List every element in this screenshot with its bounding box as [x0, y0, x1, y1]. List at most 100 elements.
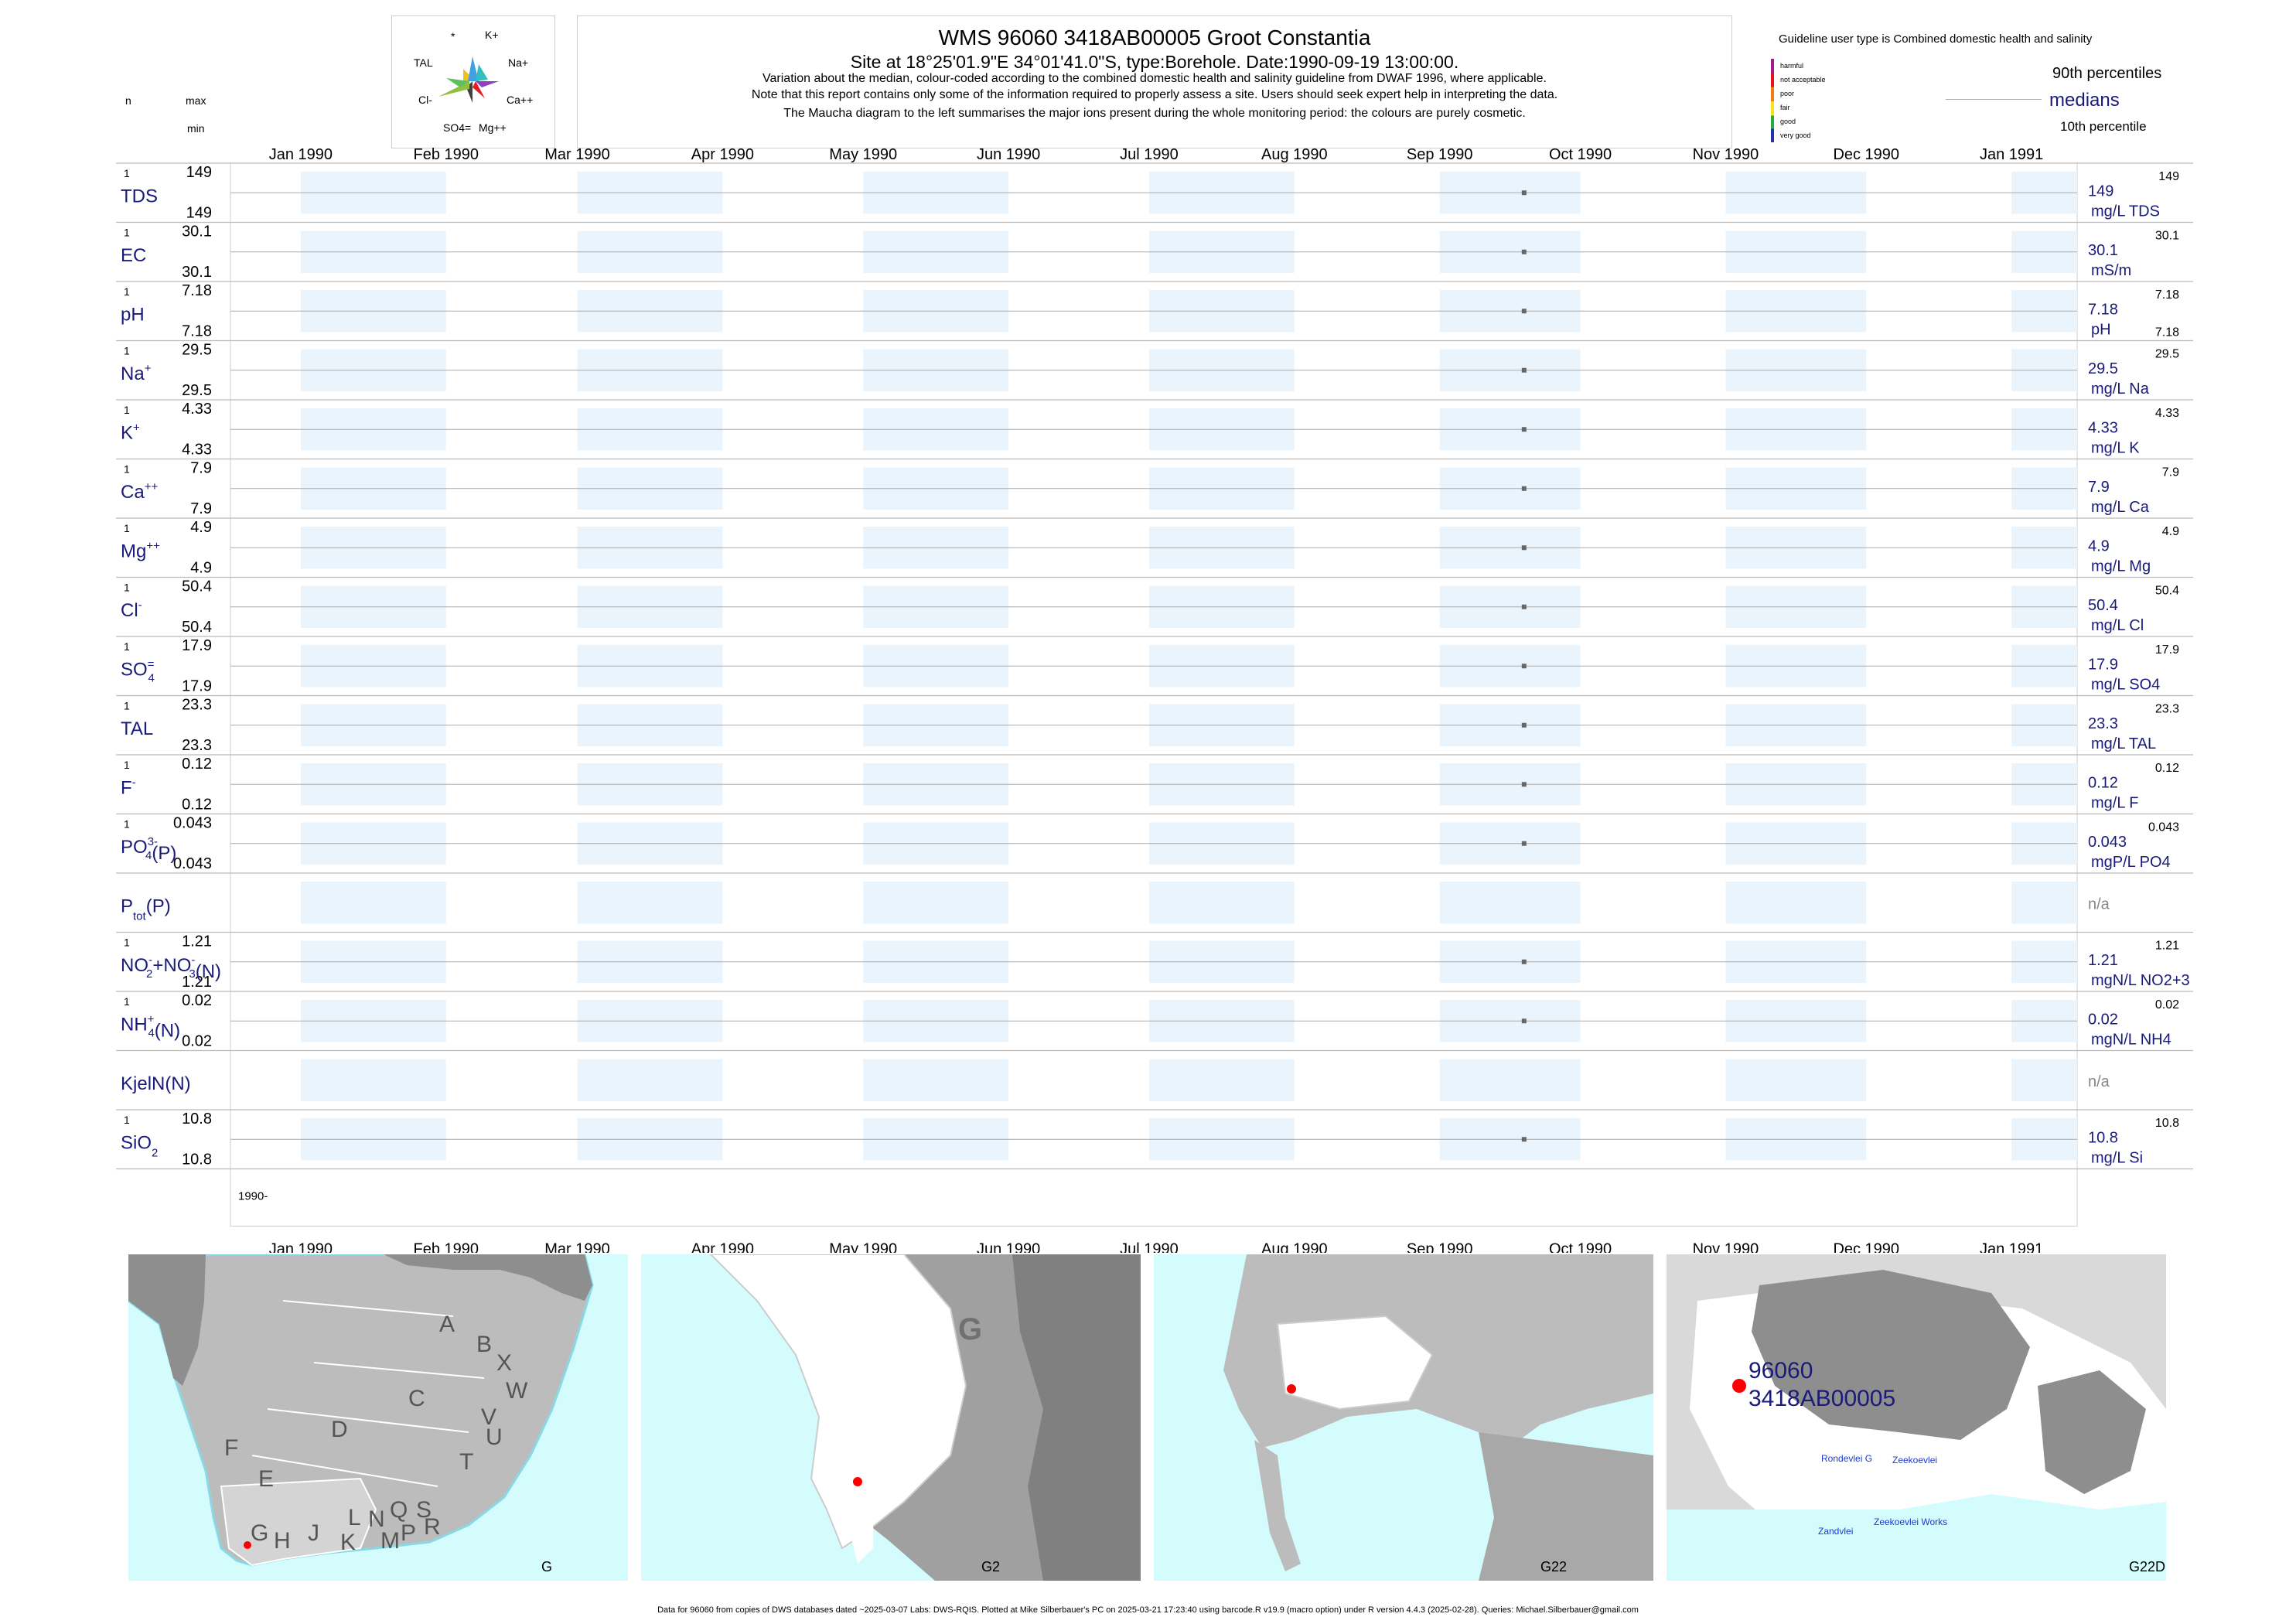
row-parameter-name: SiO2 [121, 1132, 158, 1159]
row-unit: mg/L TDS [2091, 203, 2160, 220]
row-unit: mg/L SO4 [2091, 676, 2160, 693]
row-p90: 50.4 [2155, 585, 2179, 598]
row-max: 7.18 [182, 282, 212, 299]
row-median-value: 17.9 [2088, 656, 2118, 673]
row-min: 0.12 [182, 797, 212, 814]
x-tick-label-bottom: Mar 1990 [544, 1241, 610, 1254]
row-median-value: 0.12 [2088, 774, 2118, 791]
row-n: 1 [124, 463, 130, 476]
row-p90: 0.02 [2155, 998, 2179, 1012]
row-p90: 149 [2158, 170, 2179, 183]
row-median-value: 23.3 [2088, 715, 2118, 732]
row-n: 1 [124, 582, 130, 594]
row-p90: 29.5 [2155, 348, 2179, 361]
svg-text:W: W [506, 1378, 528, 1404]
maucha-star-icon [438, 56, 499, 103]
row-max: 7.9 [190, 460, 212, 477]
row-unit: mg/L Si [2091, 1149, 2143, 1166]
x-tick-label-top: Feb 1990 [414, 146, 479, 163]
row-max: 1.21 [182, 933, 212, 950]
svg-text:L: L [348, 1505, 361, 1530]
svg-text:Q: Q [390, 1497, 408, 1523]
legend-fair: fair [1780, 104, 1790, 111]
row-min: 149 [186, 205, 212, 222]
row-n: 1 [124, 759, 130, 771]
row-n: 1 [124, 818, 130, 831]
x-tick-label-bottom: Jun 1990 [977, 1241, 1040, 1254]
data-point [1521, 664, 1527, 669]
legend-good: good [1780, 118, 1796, 125]
row-min: 1.21 [182, 974, 212, 991]
svg-text:B: B [476, 1332, 492, 1357]
row-max: 23.3 [182, 697, 212, 714]
row-unit: mg/L Mg [2091, 558, 2151, 575]
footer-note: Data for 96060 from copies of DWS databa… [657, 1605, 1639, 1615]
row-p90: 23.3 [2155, 703, 2179, 716]
data-point [1521, 486, 1527, 491]
row-parameter-name: Mg++ [121, 539, 160, 561]
map4-place-1: Rondevlei G [1821, 1453, 1872, 1464]
x-tick-label-top: Nov 1990 [1693, 146, 1759, 163]
svg-text:R: R [424, 1514, 441, 1540]
row-n: 1 [124, 167, 130, 179]
row-median-value: 7.9 [2088, 479, 2110, 496]
month-band [1725, 1059, 1867, 1101]
data-point [1521, 190, 1527, 196]
svg-text:U: U [486, 1424, 503, 1450]
header-note-2: Note that this report contains only some… [751, 88, 1558, 101]
data-point [1521, 722, 1527, 728]
month-band [1148, 882, 1295, 924]
row-max: 10.8 [182, 1111, 212, 1128]
row-median-value: n/a [2088, 1073, 2110, 1090]
svg-text:H: H [274, 1528, 291, 1554]
data-point [1521, 1018, 1527, 1024]
row-p90: 17.9 [2155, 643, 2179, 657]
legend-p10: 10th percentile [2060, 119, 2147, 134]
row-min: 17.9 [182, 678, 212, 695]
row-min: 50.4 [182, 619, 212, 636]
month-band [1148, 1059, 1295, 1101]
row-min: 7.9 [190, 500, 212, 517]
row-n: 1 [124, 345, 130, 357]
row-max: 0.02 [182, 992, 212, 1009]
svg-text:D: D [331, 1417, 348, 1442]
data-point [1521, 604, 1527, 609]
x-tick-label-top: Aug 1990 [1261, 146, 1328, 163]
row-n: 1 [124, 285, 130, 298]
row-parameter-name: KjelN(N) [121, 1073, 191, 1094]
row-median-value: 149 [2088, 183, 2113, 200]
station-marker-icon [1287, 1384, 1296, 1394]
svg-text:M: M [380, 1528, 400, 1554]
x-tick-label-top: Sep 1990 [1407, 146, 1473, 163]
svg-text:G: G [251, 1520, 268, 1546]
row-unit: mg/L K [2091, 439, 2140, 456]
row-max: 4.9 [190, 519, 212, 536]
legend-poor: poor [1780, 90, 1795, 97]
row-p90: 4.9 [2162, 525, 2179, 538]
row-parameter-name: EC [121, 245, 146, 266]
x-tick-label-bottom: Dec 1990 [1833, 1241, 1899, 1254]
row-p90: 10.8 [2155, 1117, 2179, 1130]
data-point [1521, 427, 1527, 432]
x-tick-label-bottom: Oct 1990 [1549, 1241, 1612, 1254]
row-max: 149 [186, 164, 212, 181]
maucha-label-tal: TAL [414, 56, 433, 69]
column-label-n: n [125, 94, 131, 107]
row-n: 1 [124, 522, 130, 534]
svg-text:C: C [408, 1386, 425, 1411]
row-n: 1 [124, 1114, 130, 1126]
legend-median-line [1946, 99, 2042, 100]
x-tick-label-bottom: May 1990 [829, 1241, 897, 1254]
maucha-label-na: Na+ [508, 56, 529, 69]
map3-label: G22 [1540, 1559, 1567, 1575]
month-band [863, 882, 1009, 924]
row-min: 10.8 [182, 1151, 212, 1169]
x-tick-label-bottom: Apr 1990 [691, 1241, 754, 1254]
row-median-value: 10.8 [2088, 1129, 2118, 1146]
row-max: 29.5 [182, 342, 212, 359]
svg-text:A: A [439, 1312, 455, 1337]
row-median-value: 30.1 [2088, 242, 2118, 259]
month-band [1725, 882, 1867, 924]
row-parameter-name: K+ [121, 421, 140, 443]
